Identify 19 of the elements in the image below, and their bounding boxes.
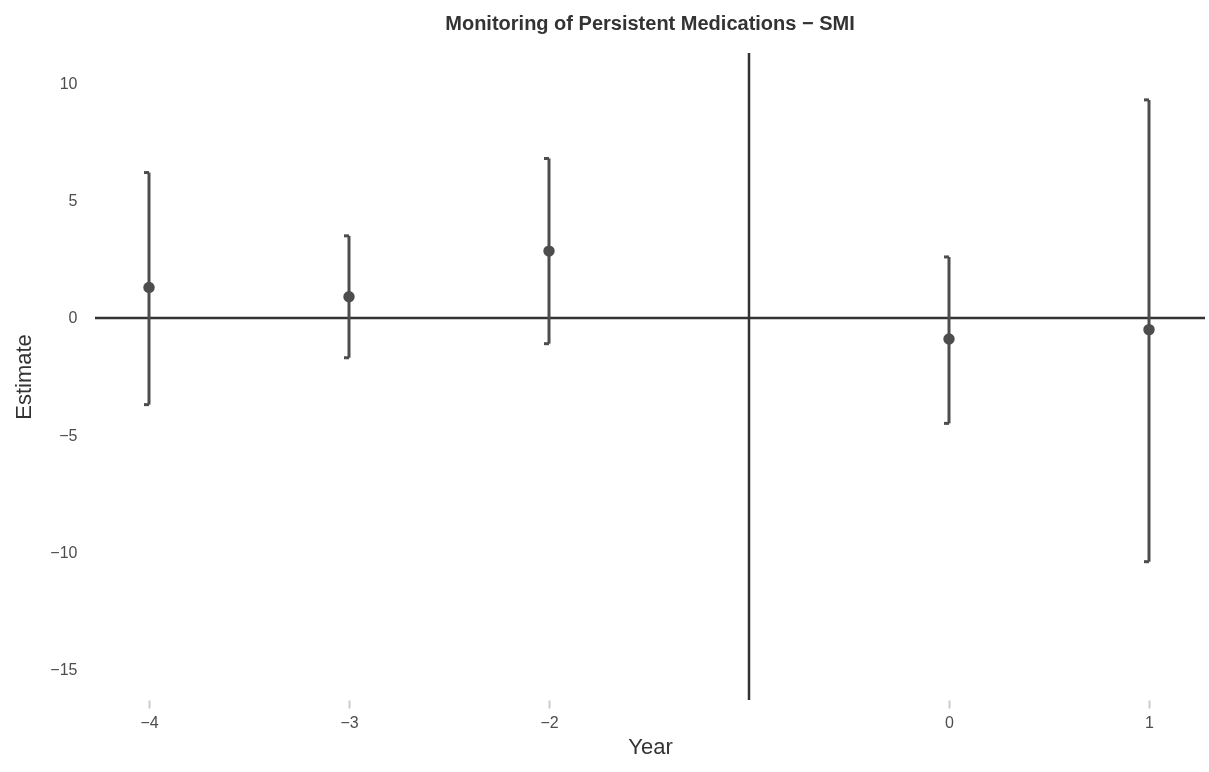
y-tick-label: 10 <box>59 74 78 92</box>
x-tick-label: 1 <box>1145 713 1155 731</box>
point <box>143 281 155 294</box>
point <box>943 333 955 345</box>
point <box>343 291 355 303</box>
x-tick-label: −4 <box>140 713 159 731</box>
x-tick-label: 0 <box>945 713 955 731</box>
y-tick-label: 5 <box>68 192 78 210</box>
point <box>543 245 555 257</box>
x-tick-label: −2 <box>540 713 559 731</box>
x-tick-label: −3 <box>340 713 359 731</box>
point <box>1143 323 1155 336</box>
y-tick-label: −5 <box>59 426 78 444</box>
chart-title: Monitoring of Persistent Medications − SMI <box>445 11 855 34</box>
y-axis-title: Estimate <box>11 334 37 420</box>
y-tick-label: −15 <box>50 661 78 679</box>
y-tick-label: −10 <box>50 543 78 561</box>
x-axis-title: Year <box>628 733 673 759</box>
y-tick-label: 0 <box>68 309 78 327</box>
